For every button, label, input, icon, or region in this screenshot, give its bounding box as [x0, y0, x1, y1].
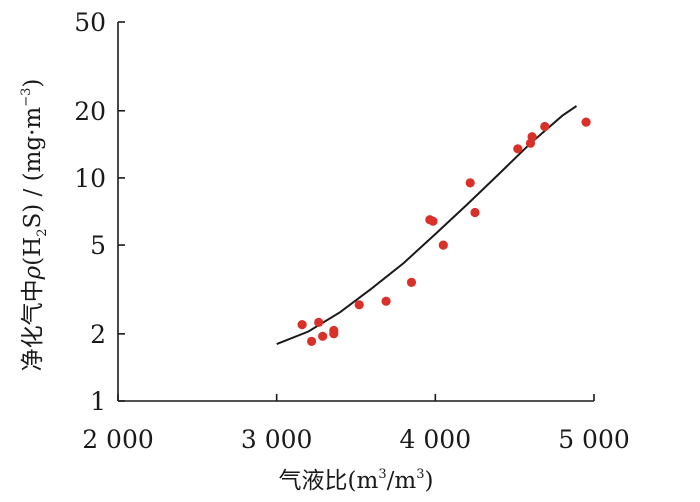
y-axis-title-main: 净化气中 — [20, 279, 46, 371]
x-axis-title: 气液比(m3/m3) — [279, 467, 434, 494]
data-point — [314, 317, 324, 327]
y-tick-label: 50 — [74, 8, 106, 37]
y-axis-title-exp: −3 — [19, 88, 34, 107]
x-axis-title-unit-m1: m — [357, 468, 379, 494]
data-point — [307, 336, 317, 346]
fit-curve — [276, 105, 578, 346]
data-point — [428, 216, 438, 226]
y-tick-label: 20 — [74, 97, 106, 126]
x-tick-label: 2 000 — [82, 425, 154, 454]
x-axis-title-main: 气液比 — [279, 468, 348, 494]
y-axis-title-rho: ρ — [20, 265, 46, 280]
y-axis-title-s: S) / (mg·m — [20, 107, 46, 229]
data-point — [470, 207, 480, 218]
data-point — [581, 117, 591, 127]
data-point — [406, 277, 417, 287]
y-axis-title-close: ) — [20, 79, 46, 88]
fit-curve-layer — [276, 105, 578, 346]
x-axis-title-unit-m2: m — [394, 468, 416, 494]
data-point — [540, 121, 550, 132]
data-point — [297, 320, 307, 330]
data-points-layer — [297, 117, 591, 346]
data-point — [438, 240, 448, 250]
x-tick-label: 4 000 — [400, 425, 472, 454]
y-tick-label: 5 — [90, 231, 106, 260]
axes — [117, 21, 595, 402]
x-tick-label: 5 000 — [558, 425, 630, 454]
y-axis-title: 净化气中ρ(H2S) / (mg·m−3) — [19, 79, 50, 372]
data-point — [354, 300, 364, 310]
data-point — [513, 144, 523, 154]
data-point — [381, 296, 391, 306]
y-tick-label: 10 — [74, 164, 106, 193]
x-axis-title-slash: / — [387, 468, 395, 494]
data-point — [465, 178, 475, 188]
x-axis-title-close: ) — [424, 468, 433, 494]
y-tick-label: 2 — [90, 320, 106, 349]
x-axis-title-exp2: 3 — [416, 467, 424, 482]
x-tick-label: 3 000 — [241, 425, 313, 454]
y-axis-title-sub: 2 — [35, 229, 50, 237]
y-tick-label: 1 — [90, 387, 106, 416]
x-axis-title-exp1: 3 — [378, 467, 386, 482]
x-axis-title-open: ( — [348, 468, 357, 494]
tick-labels-layer: 1 2 5 10 20 50 2 000 3 000 4 000 5 000 — [74, 8, 630, 454]
data-point — [329, 329, 339, 339]
y-axis-title-h: (H — [20, 237, 46, 266]
data-point — [318, 331, 328, 341]
data-point — [527, 132, 537, 142]
